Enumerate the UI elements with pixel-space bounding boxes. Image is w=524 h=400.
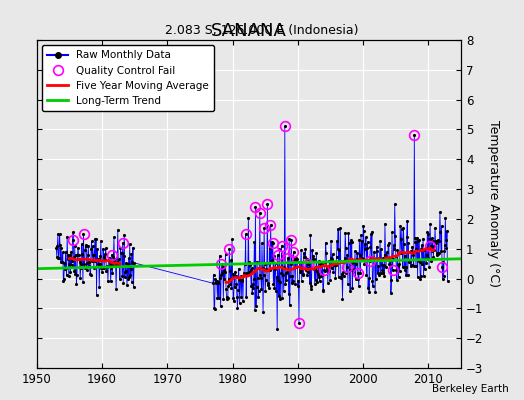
Text: Berkeley Earth: Berkeley Earth [432, 384, 508, 394]
Legend: Raw Monthly Data, Quality Control Fail, Five Year Moving Average, Long-Term Tren: Raw Monthly Data, Quality Control Fail, … [42, 45, 214, 111]
Title: SANANA: SANANA [211, 22, 287, 40]
Y-axis label: Temperature Anomaly (°C): Temperature Anomaly (°C) [487, 120, 500, 288]
Text: 2.083 S, 126.000 E (Indonesia): 2.083 S, 126.000 E (Indonesia) [165, 24, 359, 37]
